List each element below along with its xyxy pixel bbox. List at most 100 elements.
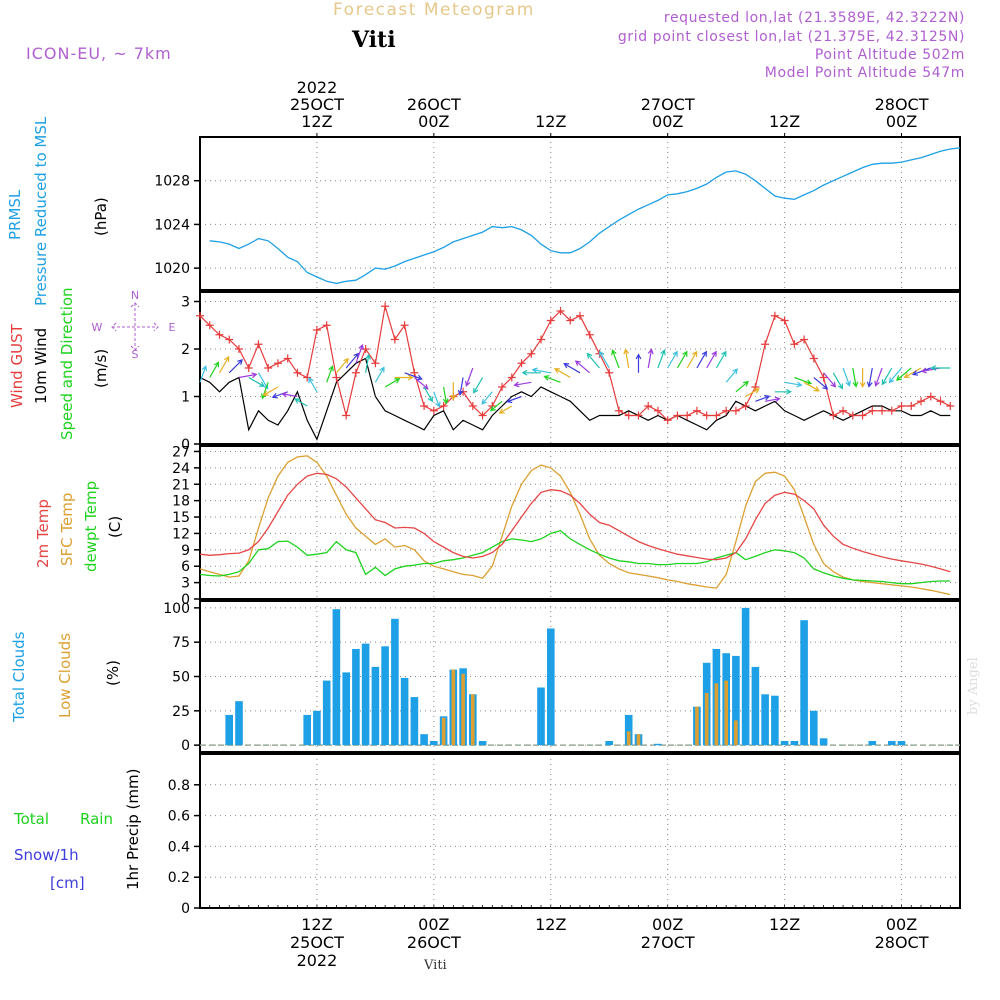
bottom-time-label: 25OCT	[290, 933, 344, 952]
dewpt-label: dewpt Temp	[82, 481, 100, 572]
compass-icon	[111, 302, 159, 351]
gust-marker	[624, 411, 633, 420]
top-time-label: 00Z	[652, 112, 683, 131]
y-tick-label: 0	[181, 901, 190, 917]
total-cloud-bar	[547, 628, 555, 746]
wind-arrow	[199, 365, 208, 383]
wind-arrow	[308, 377, 318, 393]
wind-arrow	[489, 400, 503, 412]
gust-marker	[644, 402, 653, 410]
y-tick-label: 27	[172, 444, 190, 460]
gust-marker	[468, 402, 477, 410]
gust-marker	[907, 402, 916, 410]
total-cloud-bar	[790, 741, 799, 746]
bottom-time-label: 28OCT	[875, 933, 929, 952]
low-clouds-label: Low Clouds	[56, 633, 74, 718]
y-tick-label: 1024	[154, 217, 190, 233]
gust-marker	[868, 406, 877, 415]
total-cloud-bar	[654, 743, 662, 746]
y-tick-label: 3	[181, 576, 190, 592]
wind-gust-label: Wind GUST	[8, 323, 26, 408]
total-cloud-bar	[235, 701, 243, 746]
top-time-label: 00Z	[418, 112, 449, 131]
total-cloud-bar	[897, 741, 906, 746]
y-tick-label: 0.8	[168, 778, 190, 794]
gust-marker	[809, 354, 818, 363]
gust-marker	[761, 340, 770, 349]
gust-marker	[585, 330, 594, 339]
wind-arrow	[563, 362, 581, 374]
wind-arrow	[374, 366, 385, 383]
y-tick-label: 9	[181, 543, 190, 559]
low-cloud-bar	[636, 734, 641, 746]
compass-s: S	[132, 348, 139, 361]
gust-marker	[702, 411, 711, 420]
total-cloud-bar	[332, 609, 341, 746]
total-cloud-bar	[741, 607, 750, 746]
pressure-msl-label: Pressure Reduced to MSL	[32, 116, 50, 306]
wind-unit-label: (m/s)	[92, 349, 110, 388]
gust-marker	[819, 373, 828, 382]
wind-arrow	[686, 350, 698, 369]
pressure-line	[209, 147, 961, 285]
top-time-label: 12Z	[301, 112, 332, 131]
wind-arrow	[706, 350, 717, 369]
total-cloud-bar	[732, 655, 740, 746]
total-cloud-bar	[819, 738, 828, 746]
gust-marker	[303, 373, 312, 382]
gust-marker	[741, 402, 750, 410]
gust-marker	[576, 311, 584, 320]
wind-arrow	[866, 367, 873, 388]
bottom-time-label: 00Z	[652, 915, 683, 934]
gust-marker	[527, 349, 536, 358]
sfc-temp-line	[199, 455, 951, 596]
gust-marker	[673, 411, 682, 420]
y-tick-label: 0.4	[168, 839, 190, 855]
compass-e: E	[169, 321, 176, 334]
top-time-label: 27OCT	[641, 95, 695, 114]
gust-marker	[926, 392, 935, 401]
wind-arrow	[842, 367, 851, 387]
gust-marker	[780, 316, 789, 325]
panel-frame	[199, 136, 961, 291]
total-cloud-bar	[420, 734, 428, 746]
gust-marker	[614, 406, 623, 415]
gust-marker	[878, 406, 887, 415]
total-cloud-bar	[303, 714, 311, 746]
closest-grid-point: grid point closest lon,lat (21.375E, 42.…	[617, 29, 965, 45]
gust-marker	[215, 330, 224, 339]
gust-marker	[634, 411, 643, 420]
wind-arrow	[623, 348, 630, 369]
top-time-label: 12Z	[535, 112, 566, 131]
top-time-label: 12Z	[769, 112, 800, 131]
wind-arrow	[228, 359, 243, 374]
gust-marker	[537, 335, 546, 344]
total-cloud-bar	[605, 741, 613, 746]
wind-speed-line	[199, 357, 951, 441]
gust-marker	[887, 406, 896, 415]
gust-marker	[283, 354, 292, 363]
y-tick-label: 6	[181, 559, 190, 575]
gust-marker	[498, 383, 507, 391]
gust-marker	[351, 368, 360, 377]
wind-arrow	[755, 394, 771, 402]
wind-arrow	[813, 377, 829, 390]
wind-arrow	[521, 369, 541, 376]
gust-marker	[439, 402, 448, 410]
panel-frame	[199, 445, 961, 600]
gust-marker	[722, 406, 731, 415]
gust-marker	[790, 340, 799, 349]
compass-w: W	[92, 321, 103, 334]
total-cloud-bar	[810, 710, 818, 746]
wind-arrow	[635, 353, 642, 373]
gust-marker	[420, 402, 429, 410]
wind-arrow	[881, 367, 893, 386]
low-cloud-bar	[461, 673, 465, 746]
wind-arrow	[647, 348, 654, 369]
wind-arrow	[874, 367, 883, 387]
gust-marker	[225, 335, 234, 344]
top-time-label: 28OCT	[875, 95, 929, 114]
wind-arrow	[803, 381, 820, 392]
wind-arrow	[895, 367, 912, 381]
